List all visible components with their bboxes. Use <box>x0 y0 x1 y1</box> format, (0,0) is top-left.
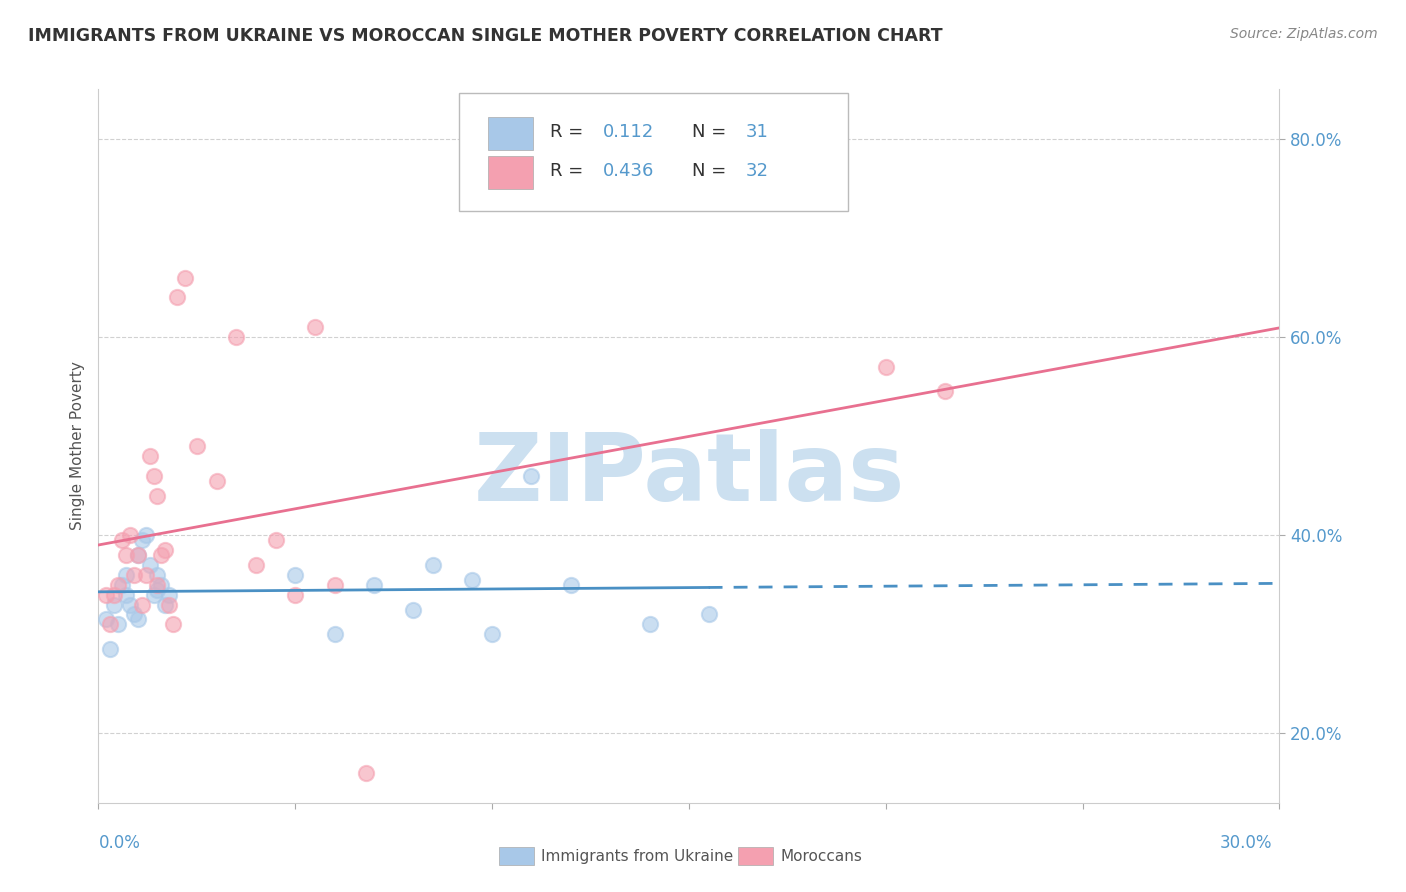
Text: R =: R = <box>550 162 589 180</box>
Point <box>402 602 425 616</box>
Text: ZIPatlas: ZIPatlas <box>474 428 904 521</box>
Point <box>135 567 157 582</box>
Point <box>697 607 720 622</box>
Point <box>107 617 129 632</box>
Point <box>115 548 138 562</box>
Text: 30.0%: 30.0% <box>1220 834 1272 852</box>
Text: Immigrants from Ukraine: Immigrants from Ukraine <box>541 849 734 863</box>
Point <box>138 449 160 463</box>
Point <box>166 290 188 304</box>
Point <box>127 548 149 562</box>
Point <box>103 588 125 602</box>
Point <box>118 598 141 612</box>
Point <box>186 439 208 453</box>
Point <box>146 567 169 582</box>
Point <box>157 598 180 612</box>
Point <box>422 558 444 572</box>
Text: IMMIGRANTS FROM UKRAINE VS MOROCCAN SINGLE MOTHER POVERTY CORRELATION CHART: IMMIGRANTS FROM UKRAINE VS MOROCCAN SING… <box>28 27 943 45</box>
Point <box>111 578 134 592</box>
Point <box>138 558 160 572</box>
Point <box>118 528 141 542</box>
Point <box>142 588 165 602</box>
Point <box>131 598 153 612</box>
Point <box>461 573 484 587</box>
Point <box>363 578 385 592</box>
FancyBboxPatch shape <box>458 93 848 211</box>
Point <box>560 578 582 592</box>
Point <box>107 578 129 592</box>
Point <box>146 582 169 597</box>
Point <box>98 642 121 657</box>
Y-axis label: Single Mother Poverty: Single Mother Poverty <box>69 361 84 531</box>
Text: 0.0%: 0.0% <box>98 834 141 852</box>
Point <box>875 359 897 374</box>
Point <box>205 474 228 488</box>
Point <box>127 612 149 626</box>
Point <box>284 588 307 602</box>
Point <box>354 766 377 780</box>
Point <box>146 489 169 503</box>
Point <box>146 578 169 592</box>
Point <box>135 528 157 542</box>
Text: Moroccans: Moroccans <box>780 849 862 863</box>
Text: 0.112: 0.112 <box>603 123 654 141</box>
Point <box>122 607 145 622</box>
Point <box>150 548 173 562</box>
Point <box>323 578 346 592</box>
Point <box>481 627 503 641</box>
Point <box>245 558 267 572</box>
Point <box>157 588 180 602</box>
Text: N =: N = <box>693 162 733 180</box>
Point <box>225 330 247 344</box>
Text: 31: 31 <box>745 123 769 141</box>
Point <box>122 567 145 582</box>
Point <box>162 617 184 632</box>
Point <box>115 567 138 582</box>
Point <box>96 588 118 602</box>
Point <box>264 533 287 548</box>
Point <box>96 612 118 626</box>
Point <box>323 627 346 641</box>
Text: N =: N = <box>693 123 733 141</box>
Point <box>150 578 173 592</box>
Point <box>127 548 149 562</box>
FancyBboxPatch shape <box>488 117 533 150</box>
Point <box>111 533 134 548</box>
Text: Source: ZipAtlas.com: Source: ZipAtlas.com <box>1230 27 1378 41</box>
Text: 0.436: 0.436 <box>603 162 654 180</box>
Point <box>103 598 125 612</box>
Point <box>98 617 121 632</box>
Text: 32: 32 <box>745 162 769 180</box>
Point <box>155 598 177 612</box>
Point <box>131 533 153 548</box>
Point <box>115 588 138 602</box>
Point <box>638 617 661 632</box>
Point <box>155 543 177 558</box>
Point <box>934 384 956 399</box>
Point <box>174 270 197 285</box>
Text: R =: R = <box>550 123 589 141</box>
FancyBboxPatch shape <box>488 156 533 189</box>
Point <box>284 567 307 582</box>
Point <box>142 468 165 483</box>
Point <box>304 320 326 334</box>
Point <box>520 468 543 483</box>
